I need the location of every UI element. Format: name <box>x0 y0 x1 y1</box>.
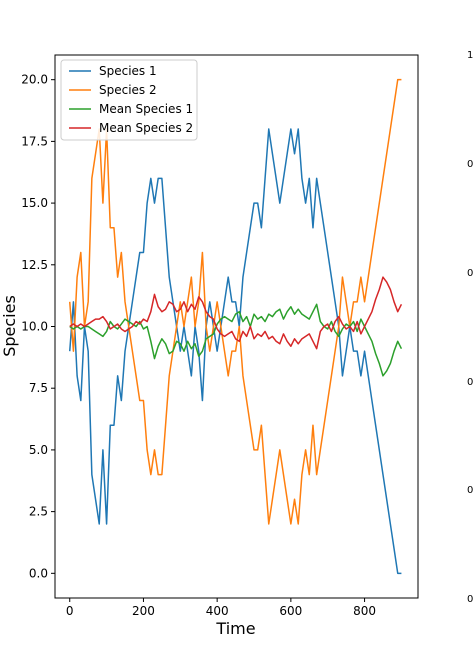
x-tick-label: 400 <box>206 604 229 618</box>
series-layer <box>68 78 403 575</box>
y-tick-label: 0.0 <box>29 566 48 580</box>
y-tick-label: 17.5 <box>21 134 48 148</box>
x-tick-label: 600 <box>279 604 302 618</box>
x-axis: 0 200 400 600 800 <box>66 598 376 618</box>
y-axis-label: Species <box>0 295 19 357</box>
y-tick-label: 7.5 <box>29 381 48 395</box>
x-tick-label: 0 <box>66 604 74 618</box>
y-tick-label: 15.0 <box>21 196 48 210</box>
series-line-species-1 <box>68 128 402 575</box>
edge-tick-label: 0 <box>467 268 473 279</box>
legend-label-mean-species-2: Mean Species 2 <box>99 121 193 135</box>
edge-tick-label: 0 <box>467 594 473 605</box>
y-tick-label: 2.5 <box>29 505 48 519</box>
y-tick-label: 20.0 <box>21 73 48 87</box>
x-tick-label: 800 <box>353 604 376 618</box>
edge-tick-label: 0 <box>467 377 473 388</box>
x-tick-label: 200 <box>132 604 155 618</box>
edge-ticks: 1 0 0 0 0 0 <box>467 50 473 605</box>
legend-box <box>60 59 198 141</box>
y-axis: 0.0 2.5 5.0 7.5 10.0 12.5 15.0 17.5 20.0 <box>21 73 55 580</box>
series-line-species-2 <box>68 78 402 525</box>
series-line-mean-species-1 <box>69 303 403 377</box>
edge-tick-label: 0 <box>467 485 473 496</box>
legend: Species 1 Species 2 Mean Species 1 Mean … <box>60 59 198 141</box>
edge-tick-label: 0 <box>467 159 473 170</box>
x-axis-label: Time <box>215 619 255 638</box>
plot-area: 0 200 400 600 800 0.0 2.5 5.0 7.5 10.0 12.5 15.0 17… <box>21 54 419 618</box>
edge-tick-label: 1 <box>467 50 473 61</box>
legend-label-mean-species-1: Mean Species 1 <box>99 102 193 116</box>
legend-label-species-2: Species 2 <box>99 83 157 97</box>
y-tick-label: 5.0 <box>29 443 48 457</box>
legend-label-species-1: Species 1 <box>99 64 157 78</box>
plot-frame <box>54 54 419 599</box>
y-tick-label: 12.5 <box>21 258 48 272</box>
series-line-mean-species-2 <box>69 276 403 350</box>
y-tick-label: 10.0 <box>21 320 48 334</box>
